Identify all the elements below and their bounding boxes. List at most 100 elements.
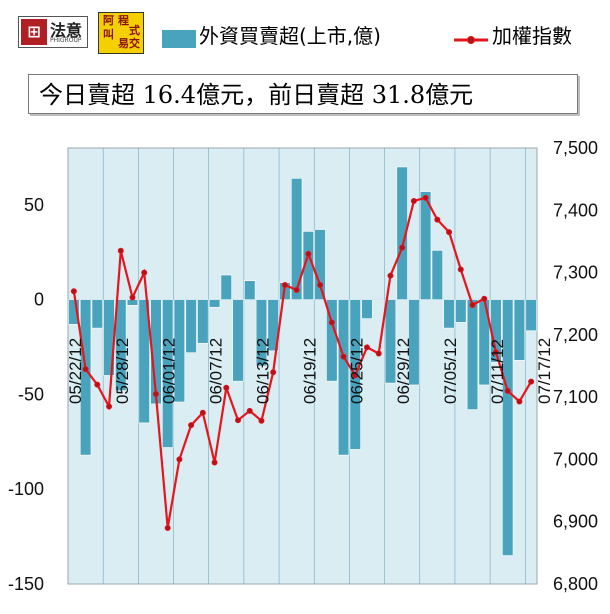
bar: [361, 299, 373, 319]
index-point: [528, 378, 535, 385]
legend-bar-label: 外資買賣超(上市,億): [199, 24, 381, 48]
y-right-tick-label: 7,300: [553, 263, 598, 283]
index-point: [106, 403, 113, 410]
y-right-tick-label: 6,900: [553, 512, 598, 532]
index-point: [481, 295, 488, 302]
bar: [314, 229, 326, 300]
y-left-tick-label: -150: [8, 574, 44, 594]
bar: [502, 299, 514, 556]
bar: [337, 299, 350, 456]
index-point: [258, 417, 265, 424]
bar: [255, 299, 268, 367]
index-point: [293, 287, 300, 294]
bar: [408, 299, 420, 386]
x-tick-label: 05/22/12: [66, 338, 85, 404]
bar: [419, 191, 432, 300]
program-trading-logo: 阿 叫 程 式 交 易: [98, 12, 144, 54]
bar: [91, 299, 103, 329]
bar: [126, 299, 139, 306]
y-right-tick-label: 7,100: [553, 387, 598, 407]
bar: [68, 299, 80, 325]
logo-char: 程: [118, 14, 129, 27]
y-right-tick-label: 7,400: [553, 200, 598, 220]
index-point: [410, 197, 417, 204]
bar: [244, 280, 256, 300]
y-right-tick-label: 6,800: [553, 574, 598, 594]
phigroup-mark-icon: ⊞: [21, 19, 47, 45]
x-tick-label: 06/25/12: [347, 338, 366, 404]
logo-char: 式: [129, 24, 140, 37]
index-point: [141, 269, 148, 276]
x-tick-label: 07/05/12: [441, 338, 460, 404]
x-tick-label: 06/07/12: [207, 338, 226, 404]
x-tick-label: 05/28/12: [113, 338, 132, 404]
index-point: [469, 301, 476, 308]
bar: [208, 299, 221, 308]
bar: [525, 299, 537, 332]
x-tick-label: 06/13/12: [253, 338, 272, 404]
bar: [232, 299, 244, 382]
logo-char: 易: [118, 37, 129, 50]
bar: [443, 299, 455, 329]
x-tick-label: 06/01/12: [160, 338, 179, 404]
bar: [173, 299, 186, 403]
phigroup-sub: PHIGROUP: [50, 37, 82, 44]
index-point: [328, 319, 335, 326]
index-point: [246, 407, 253, 414]
bar: [185, 299, 197, 354]
bar: [290, 178, 303, 300]
x-tick-label: 07/11/12: [488, 339, 507, 404]
index-point: [117, 247, 124, 254]
x-tick-label: 06/19/12: [300, 338, 319, 404]
index-point: [94, 381, 101, 388]
bar: [197, 299, 209, 344]
headline: 今日賣超 16.4億元，前日賣超 31.8億元: [28, 74, 578, 114]
index-point: [223, 384, 230, 391]
index-point: [516, 398, 523, 405]
phigroup-brand: 法意: [50, 21, 83, 40]
legend-line-swatch: [454, 36, 488, 44]
index-point: [188, 422, 195, 429]
index-point: [352, 372, 359, 379]
index-point: [281, 282, 288, 289]
bar: [396, 166, 408, 300]
index-point: [422, 194, 429, 201]
phigroup-logo: ⊞ 法意 PHIGROUP: [18, 16, 88, 48]
y-left-tick-label: -100: [8, 479, 44, 499]
index-line: [72, 196, 533, 529]
index-point: [235, 417, 242, 424]
index-point: [176, 456, 183, 463]
index-point: [305, 250, 312, 257]
index-point: [70, 288, 77, 295]
index-point: [129, 294, 136, 301]
y-left-tick-label: 0: [34, 290, 44, 310]
bar: [455, 299, 467, 323]
y-right-tick-label: 7,000: [553, 449, 598, 469]
logo-char: 交: [129, 37, 140, 50]
index-point: [270, 369, 277, 376]
index-point: [199, 409, 206, 416]
index-point: [152, 391, 159, 398]
index-point: [399, 244, 406, 251]
index-point: [363, 344, 370, 351]
bar: [466, 299, 479, 410]
index-point: [340, 353, 347, 360]
bar: [138, 299, 150, 424]
index-point: [375, 350, 382, 357]
index-point: [434, 216, 441, 223]
bar: [513, 299, 526, 361]
y-left-tick-label: 50: [24, 195, 44, 215]
index-point: [387, 272, 394, 279]
index-point: [82, 366, 89, 373]
y-left-tick-label: -50: [18, 384, 44, 404]
y-right-tick-label: 7,500: [553, 138, 598, 158]
x-tick-label: 06/29/12: [394, 338, 413, 404]
y-right-tick-label: 7,200: [553, 325, 598, 345]
logo-char: 叫: [103, 28, 114, 41]
bar: [220, 274, 232, 300]
index-point: [164, 524, 171, 531]
bar: [115, 299, 127, 391]
legend-line-label: 加權指數: [492, 24, 572, 48]
index-point: [504, 387, 511, 394]
